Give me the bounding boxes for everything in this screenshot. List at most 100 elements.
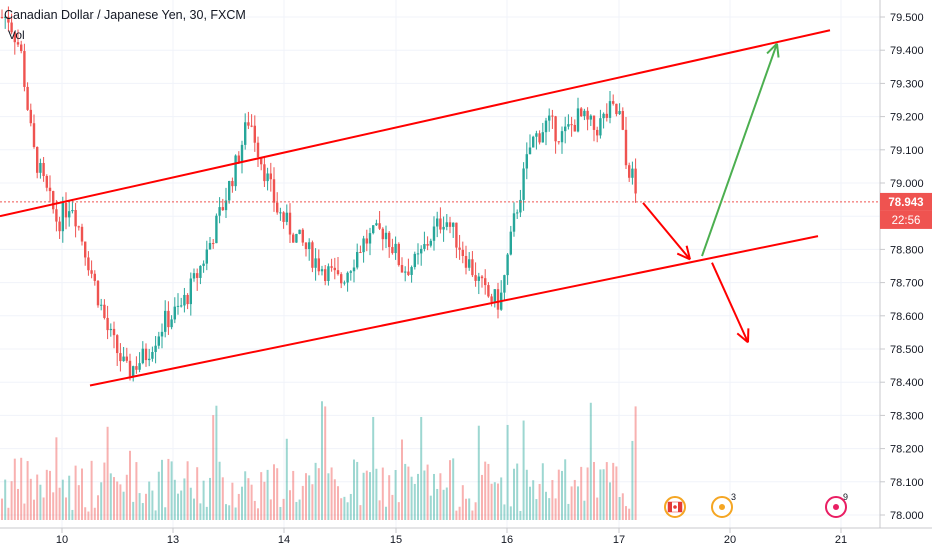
candle-body — [448, 222, 452, 227]
candle-body — [112, 328, 116, 336]
candle-body — [333, 267, 336, 271]
volume-bar — [365, 470, 368, 520]
candle-body — [234, 155, 237, 187]
drawings[interactable] — [0, 29, 831, 387]
candle-body — [400, 265, 404, 273]
candle-body — [298, 229, 301, 234]
volume-bar — [49, 470, 51, 520]
candle-body — [199, 265, 202, 278]
volume-bar — [113, 477, 115, 520]
candle-body — [576, 108, 580, 132]
event-marker-2[interactable]: 9 — [825, 492, 848, 518]
candle-body — [183, 294, 186, 306]
volume-bar — [599, 469, 602, 520]
candle-body — [39, 162, 42, 173]
candle-body — [29, 109, 32, 124]
volume-bar — [493, 482, 496, 520]
candle-body — [122, 356, 125, 362]
candle-body — [16, 42, 20, 45]
candle-body — [458, 247, 461, 250]
candle-body — [295, 233, 298, 243]
volume-bar — [177, 493, 179, 520]
volume-bar — [394, 470, 397, 520]
candle-body — [327, 266, 330, 282]
volume-bar — [106, 426, 109, 520]
volume-bar — [423, 470, 426, 520]
candle-body — [484, 278, 487, 286]
volume-bar — [39, 484, 42, 520]
volume-bar — [337, 486, 339, 520]
volume-bar — [628, 508, 631, 520]
volume-bar — [170, 461, 173, 520]
volume-bar — [289, 490, 291, 520]
volume-bar — [324, 406, 327, 520]
candle-body — [269, 173, 272, 180]
candle-body — [36, 146, 39, 173]
countdown-value: 22:56 — [892, 215, 921, 227]
candle-body — [71, 210, 74, 212]
candle-body — [138, 363, 141, 370]
candle-body — [589, 115, 592, 120]
volume-bar — [497, 483, 499, 520]
candle-body — [560, 131, 564, 143]
volume-bar — [391, 494, 394, 520]
volume-bar — [244, 471, 247, 520]
candle-body — [212, 243, 215, 245]
volume-bar — [103, 462, 106, 520]
candle-body — [378, 223, 381, 229]
volume-bar — [218, 461, 221, 520]
candle-body — [570, 124, 573, 126]
time-tick-label: 14 — [278, 534, 290, 546]
volume-bar — [481, 474, 483, 520]
time-axis[interactable]: 10 13 14 15 16 17 20 21 — [56, 528, 847, 546]
volume-bar — [369, 472, 371, 520]
volume-bar — [81, 468, 83, 520]
candle-body — [58, 221, 61, 232]
economic-events[interactable]: 3 9 — [664, 492, 848, 518]
volume-bar — [490, 483, 493, 520]
volume-bar — [84, 507, 87, 520]
projection-up-arrow — [701, 43, 778, 257]
volume-bar — [119, 484, 122, 520]
volume-bar — [452, 458, 455, 520]
volume-bar — [455, 510, 458, 520]
event-marker-1[interactable]: 3 — [711, 492, 736, 518]
volume-bar — [65, 497, 67, 520]
candle-body — [52, 191, 55, 210]
price-axis[interactable]: 79.500 79.400 79.300 79.200 79.100 79.000 78.9… — [880, 12, 924, 522]
projection-down-arrow — [642, 202, 691, 260]
volume-bar — [205, 506, 208, 520]
candle-body — [439, 218, 442, 230]
volume-bar — [314, 462, 317, 520]
volume-label: Vol — [8, 28, 25, 42]
volume-bar — [225, 504, 227, 520]
volume-bar — [631, 440, 634, 520]
channel-lower-line — [89, 235, 819, 387]
volume-bar — [538, 483, 541, 520]
candle-body — [285, 212, 288, 222]
volume-bar — [420, 416, 423, 520]
volume-bar — [100, 482, 103, 520]
candle-body — [535, 133, 538, 137]
volume-bar — [276, 468, 279, 520]
volume-bar — [465, 498, 467, 520]
volume-bar — [321, 401, 323, 520]
volume-bar — [378, 500, 381, 520]
candle-body — [375, 223, 378, 226]
volume-bar — [573, 479, 576, 520]
candle-body — [42, 162, 45, 176]
volume-bar — [551, 480, 554, 520]
candle-body — [356, 251, 359, 268]
candle-body — [413, 253, 416, 268]
volume-bar — [212, 415, 215, 520]
volume-bar — [554, 498, 557, 520]
volume-bar — [362, 472, 365, 520]
canada-flag-icon[interactable] — [664, 496, 686, 518]
candle-body — [464, 255, 468, 268]
volume-bar — [202, 480, 205, 520]
volume-bar — [327, 473, 330, 520]
volume-bar — [164, 507, 167, 520]
candle-body — [151, 351, 154, 359]
